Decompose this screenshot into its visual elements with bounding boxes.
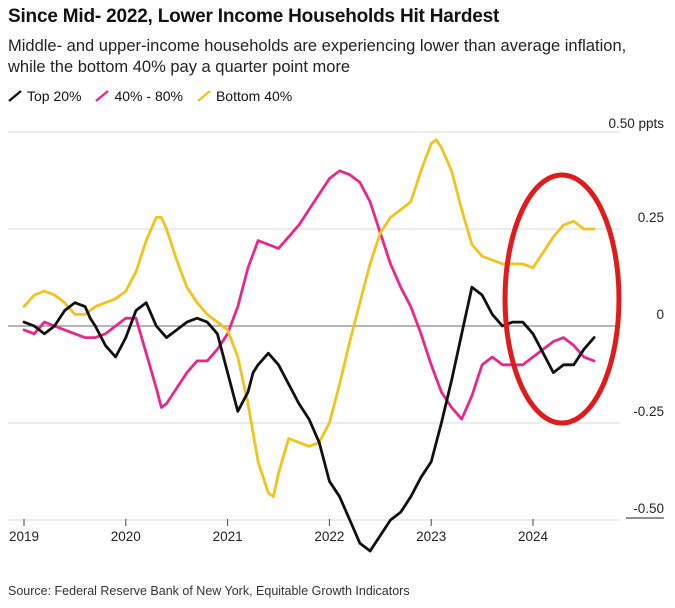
x-tick-label: 2020	[111, 529, 141, 544]
y-tick-label: 0.50 ppts	[608, 116, 664, 131]
legend-label-bottom-40: Bottom 40%	[215, 88, 293, 104]
legend-label-40-80: 40% - 80%	[114, 88, 183, 104]
y-tick-label: -0.50	[633, 501, 664, 516]
y-tick-label: 0	[656, 307, 664, 322]
chart-subtitle: Middle- and upper-income households are …	[8, 37, 627, 76]
y-tick-label: 0.25	[638, 210, 664, 225]
series-line-bottom-40-	[22, 138, 596, 499]
x-tick-label: 2024	[518, 529, 549, 544]
x-tick-label: 2022	[314, 529, 344, 544]
legend-swatch-bottom-40	[197, 90, 211, 102]
legend-item-40-80: 40% - 80%	[95, 88, 183, 104]
series-line-top-20-	[22, 285, 596, 553]
series-line-40-80-	[22, 169, 596, 421]
x-tick-label: 2023	[416, 529, 446, 544]
y-tick-label: -0.25	[633, 404, 664, 419]
x-tick-label: 2019	[9, 529, 39, 544]
source-note: Source: Federal Reserve Bank of New York…	[8, 584, 410, 598]
legend-swatch-40-80	[95, 90, 110, 102]
legend-item-top-20: Top 20%	[8, 88, 81, 104]
legend-item-bottom-40: Bottom 40%	[197, 88, 292, 104]
legend: Top 20% 40% - 80% Bottom 40%	[8, 88, 292, 104]
legend-label-top-20: Top 20%	[27, 88, 82, 104]
chart-title: Since Mid- 2022, Lower Income Households…	[8, 6, 500, 27]
legend-swatch-top-20	[8, 90, 22, 102]
highlight-ellipse	[502, 172, 622, 426]
x-tick-label: 2021	[213, 529, 243, 544]
